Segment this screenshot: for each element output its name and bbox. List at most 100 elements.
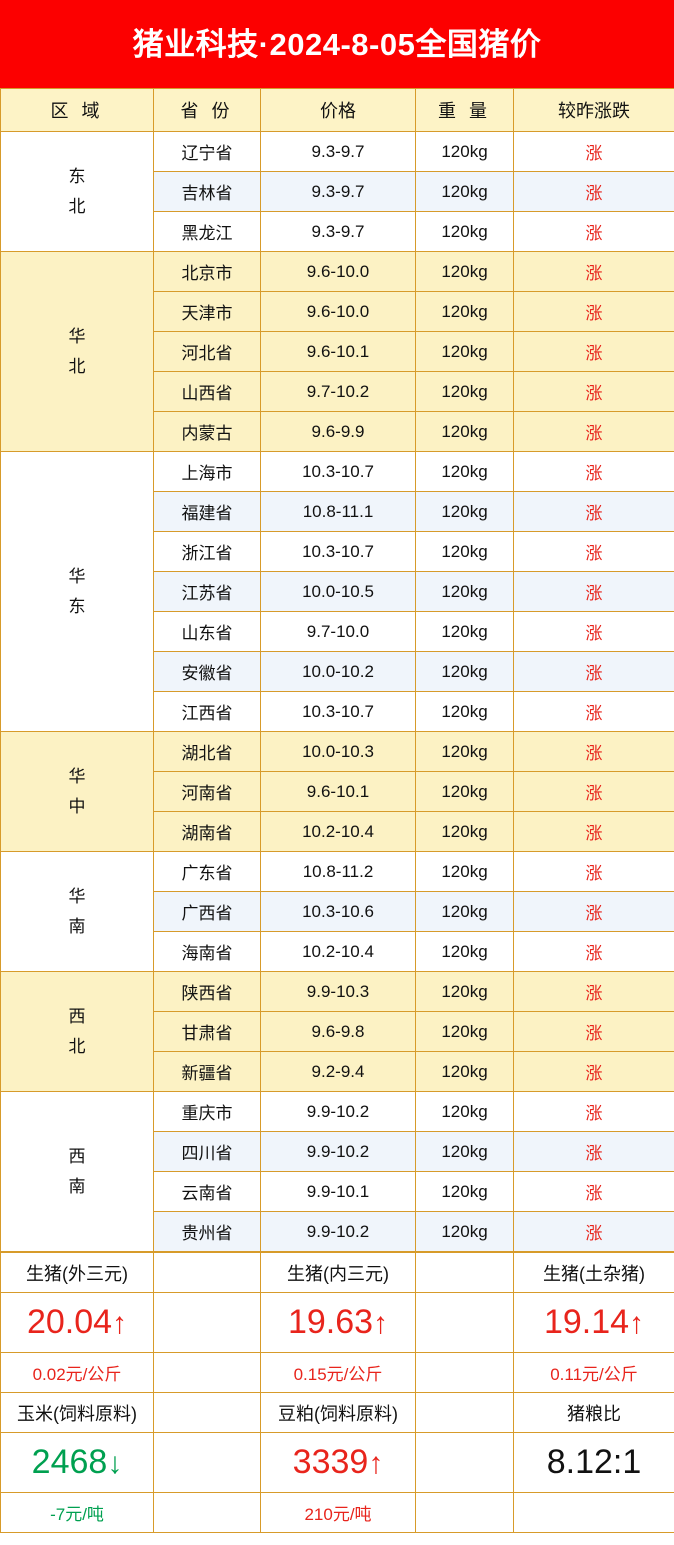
province-cell: 浙江省 — [153, 531, 261, 572]
table-row: 四川省 9.9-10.2 120kg 涨 — [1, 1131, 674, 1172]
province-cell: 新疆省 — [153, 1051, 261, 1092]
price-cell: 10.3-10.7 — [260, 451, 416, 492]
weight-cell: 120kg — [415, 491, 514, 532]
region-label-char: 华 — [68, 886, 86, 906]
region-label-char: 北 — [68, 1036, 86, 1056]
province-cell: 甘肃省 — [153, 1011, 261, 1052]
summary-label-row: 生猪(外三元) 生猪(内三元) 生猪(土杂猪) — [0, 1252, 674, 1293]
change-cell: 涨 — [513, 1091, 674, 1132]
weight-cell: 120kg — [415, 171, 514, 212]
price-cell: 9.9-10.2 — [260, 1211, 416, 1252]
change-cell: 涨 — [513, 571, 674, 612]
weight-cell: 120kg — [415, 1091, 514, 1132]
change-cell: 涨 — [513, 891, 674, 932]
weight-cell: 120kg — [415, 1131, 514, 1172]
summary-value: 3339↑ — [260, 1432, 416, 1493]
table-header: 区 域 省 份 价格 重 量 较昨涨跌 — [0, 88, 674, 132]
change-cell: 涨 — [513, 811, 674, 852]
table-body: 东北辽宁省 9.3-9.7 120kg 涨吉林省 9.3-9.7 120kg 涨黑龙江 9.3… — [0, 131, 674, 1252]
summary-value: 20.04↑ — [0, 1292, 154, 1353]
arrow-up-icon: ↑ — [112, 1307, 128, 1340]
province-cell: 湖北省 — [153, 731, 261, 772]
province-cell: 海南省 — [153, 931, 261, 972]
price-cell: 9.6-10.0 — [260, 291, 416, 332]
province-cell: 湖南省 — [153, 811, 261, 852]
change-cell: 涨 — [513, 251, 674, 292]
table-row: 湖南省 10.2-10.4 120kg 涨 — [1, 811, 674, 852]
table-row: 华北北京市 9.6-10.0 120kg 涨 — [0, 251, 674, 452]
price-cell: 9.9-10.3 — [260, 971, 416, 1012]
change-cell: 涨 — [513, 291, 674, 332]
price-cell: 10.8-11.2 — [260, 851, 416, 892]
table-row: 天津市 9.6-10.0 120kg 涨 — [1, 291, 674, 332]
price-cell: 10.0-10.3 — [260, 731, 416, 772]
weight-cell: 120kg — [415, 691, 514, 732]
table-row: 江西省 10.3-10.7 120kg 涨 — [1, 691, 674, 732]
summary-body: 生猪(外三元) 生猪(内三元) 生猪(土杂猪) 20.04↑ 19.63↑ 19.14↑ 0… — [0, 1252, 674, 1533]
column-header-price: 价格 — [260, 88, 416, 132]
summary-label: 豆粕(饲料原料) — [260, 1392, 416, 1433]
table-row: 甘肃省 9.6-9.8 120kg 涨 — [1, 1011, 674, 1052]
weight-cell: 120kg — [415, 131, 514, 172]
change-cell: 涨 — [513, 491, 674, 532]
province-cell: 陕西省 — [153, 971, 261, 1012]
table-row: 福建省 10.8-11.1 120kg 涨 — [1, 491, 674, 532]
price-cell: 10.3-10.7 — [260, 531, 416, 572]
summary-spacer — [153, 1432, 261, 1493]
weight-cell: 120kg — [415, 1171, 514, 1212]
change-cell: 涨 — [513, 171, 674, 212]
province-cell: 山西省 — [153, 371, 261, 412]
weight-cell: 120kg — [415, 1211, 514, 1252]
change-cell: 涨 — [513, 771, 674, 812]
province-cell: 吉林省 — [153, 171, 261, 212]
weight-cell: 120kg — [415, 1011, 514, 1052]
summary-value-number: 19.63 — [287, 1303, 374, 1341]
table-row: 山西省 9.7-10.2 120kg 涨 — [1, 371, 674, 412]
change-cell: 涨 — [513, 1131, 674, 1172]
price-cell: 9.9-10.2 — [260, 1091, 416, 1132]
region-label-char: 华 — [68, 326, 86, 346]
summary-label: 猪粮比 — [513, 1392, 674, 1433]
region-cell: 华南 — [0, 851, 154, 972]
weight-cell: 120kg — [415, 611, 514, 652]
table-row: 华中湖北省 10.0-10.3 120kg 涨 — [0, 731, 674, 852]
region-label-char: 中 — [68, 796, 86, 816]
change-cell: 涨 — [513, 1171, 674, 1212]
region-label-char: 华 — [68, 566, 86, 586]
weight-cell: 120kg — [415, 811, 514, 852]
price-cell: 10.8-11.1 — [260, 491, 416, 532]
price-cell: 9.3-9.7 — [260, 131, 416, 172]
table-row: 山东省 9.7-10.0 120kg 涨 — [1, 611, 674, 652]
weight-cell: 120kg — [415, 891, 514, 932]
weight-cell: 120kg — [415, 731, 514, 772]
summary-value: 2468↓ — [0, 1432, 154, 1493]
table-row: 西南重庆市 9.9-10.2 120kg 涨 — [0, 1091, 674, 1252]
price-cell: 10.3-10.6 — [260, 891, 416, 932]
table-row: 海南省 10.2-10.4 120kg 涨 — [1, 931, 674, 972]
province-cell: 江苏省 — [153, 571, 261, 612]
summary-spacer — [415, 1432, 514, 1493]
province-cell: 山东省 — [153, 611, 261, 652]
region-label-char: 北 — [68, 196, 86, 216]
summary-value: 19.63↑ — [260, 1292, 416, 1353]
weight-cell: 120kg — [415, 771, 514, 812]
table-row: 贵州省 9.9-10.2 120kg 涨 — [1, 1211, 674, 1252]
change-cell: 涨 — [513, 611, 674, 652]
province-cell: 天津市 — [153, 291, 261, 332]
region-label-char: 南 — [68, 916, 86, 936]
price-cell: 10.3-10.7 — [260, 691, 416, 732]
summary-label: 生猪(内三元) — [260, 1252, 416, 1293]
change-cell: 涨 — [513, 731, 674, 772]
weight-cell: 120kg — [415, 931, 514, 972]
weight-cell: 120kg — [415, 1051, 514, 1092]
table-row: 内蒙古 9.6-9.9 120kg 涨 — [1, 411, 674, 452]
province-cell: 广东省 — [153, 851, 261, 892]
summary-label: 生猪(土杂猪) — [513, 1252, 674, 1293]
summary-table: 生猪(外三元) 生猪(内三元) 生猪(土杂猪) 20.04↑ 19.63↑ 19.14↑ 0… — [0, 1252, 674, 1533]
summary-spacer — [153, 1392, 261, 1433]
table-row: 吉林省 9.3-9.7 120kg 涨 — [1, 171, 674, 212]
price-cell: 9.6-9.9 — [260, 411, 416, 452]
change-cell: 涨 — [513, 1211, 674, 1252]
summary-delta-row: 0.02元/公斤 0.15元/公斤 0.11元/公斤 — [0, 1352, 674, 1393]
change-cell: 涨 — [513, 651, 674, 692]
